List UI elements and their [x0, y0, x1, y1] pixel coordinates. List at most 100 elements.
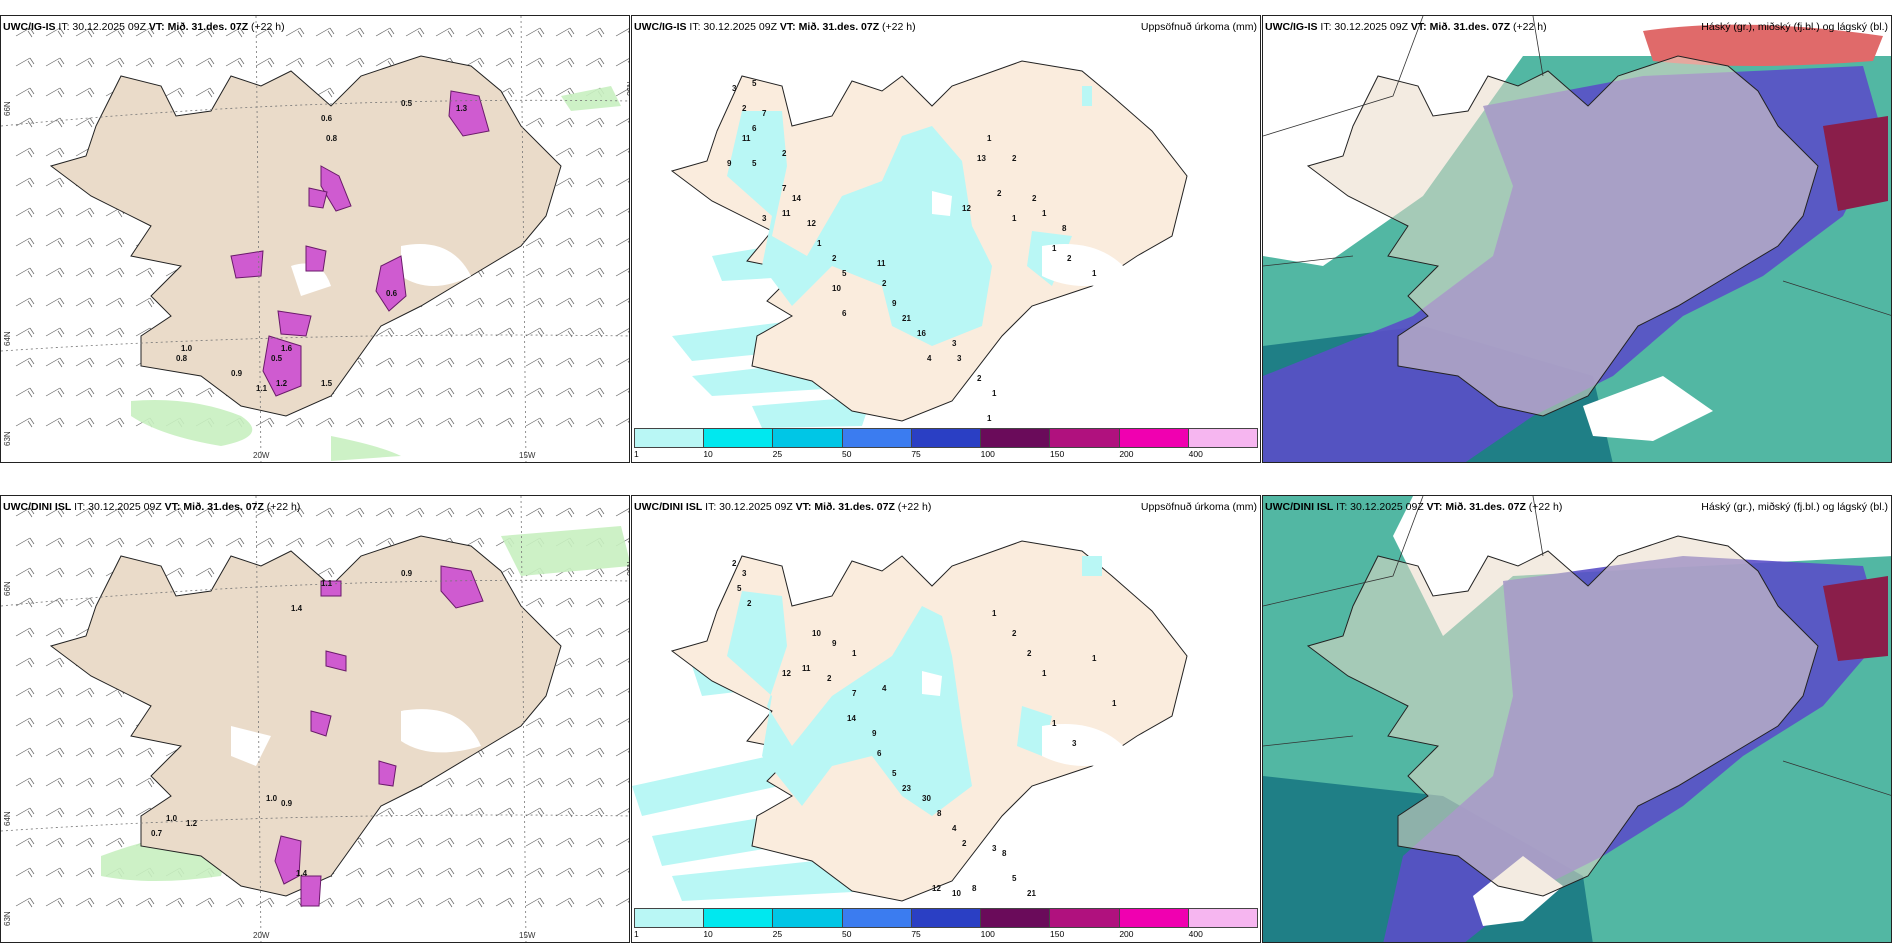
precip-colorbar: 1 10 25 50 75 100 150 200 400: [634, 908, 1258, 940]
label-66n: 66N: [3, 101, 12, 116]
gridlines: [1263, 496, 1891, 796]
wind-barb: [75, 327, 95, 338]
wind-barb: [525, 717, 545, 728]
wind-barb: [615, 238, 629, 247]
wind-barb: [75, 357, 95, 368]
wind-barb: [585, 117, 605, 128]
colorbar-swatch: [981, 429, 1051, 447]
wind-barb: [45, 597, 65, 608]
wind-barb: [615, 778, 629, 787]
wind-barb: [15, 87, 35, 98]
wind-barb: [45, 57, 65, 68]
gridlines: [1263, 16, 1891, 316]
wind-barb: [585, 627, 605, 638]
wind-barb: [255, 417, 275, 428]
value-label: 21: [902, 314, 911, 323]
wind-barb: [615, 808, 629, 817]
panel-title: UWC/IG-IS IT: 30.12.2025 09Z VT: Mið. 31…: [1265, 21, 1547, 33]
colorbar-tick: 10: [703, 929, 713, 939]
wind-barb: [405, 327, 425, 338]
wind-barb: [555, 687, 575, 698]
wind-barb: [45, 747, 65, 758]
value-label: 14: [847, 714, 856, 723]
wind-barb: [75, 747, 95, 758]
colorbar-swatch: [1050, 909, 1120, 927]
wind-barb: [75, 507, 95, 518]
wind-barb: [345, 387, 365, 398]
wind-barb: [585, 387, 605, 398]
value-label: 3: [742, 569, 747, 578]
panel-subtitle: Uppsöfnuð úrkoma (mm): [1140, 21, 1257, 33]
wind-barb: [45, 777, 65, 788]
wind-barb: [525, 87, 545, 98]
wind-barb: [15, 837, 35, 848]
wind-barb: [45, 897, 65, 908]
wind-barb: [525, 777, 545, 788]
value-label: 0.5: [271, 354, 283, 363]
wind-barb: [585, 267, 605, 278]
value-label: 10: [952, 889, 961, 898]
value-label: 4: [927, 354, 932, 363]
value-label: 1.0: [266, 794, 278, 803]
colorbar-tick: 75: [911, 929, 921, 939]
wind-barb: [465, 897, 485, 908]
value-label: 5: [842, 269, 847, 278]
wind-barb: [615, 628, 629, 637]
colorbar-ticks: 1 10 25 50 75 100 150 200 400: [634, 448, 1258, 460]
wind-barb: [345, 507, 365, 518]
wind-barb: [165, 27, 185, 38]
wind-barb: [195, 87, 215, 98]
wind-barb: [75, 237, 95, 248]
wind-barb: [285, 417, 305, 428]
wind-barb: [585, 777, 605, 788]
value-label: 2: [997, 189, 1002, 198]
colorbar-tick: 1: [634, 929, 639, 939]
wind-barb: [135, 777, 155, 788]
value-label: 16: [917, 329, 926, 338]
value-label: 10: [812, 629, 821, 638]
value-label: 1.4: [291, 604, 303, 613]
wind-barb: [405, 357, 425, 368]
value-label: 2: [1012, 629, 1017, 638]
value-label: 0.6: [386, 289, 398, 298]
iceland-outline: [1306, 55, 1819, 417]
wind-barb: [555, 657, 575, 668]
wind-barb: [495, 327, 515, 338]
wind-barb: [435, 387, 455, 398]
value-label: 1: [1092, 654, 1097, 663]
wind-barb: [405, 27, 425, 38]
value-label: 2: [977, 374, 982, 383]
value-label: 12: [782, 669, 791, 678]
wind-barb: [165, 897, 185, 908]
wind-barb: [585, 177, 605, 188]
wind-barb: [495, 297, 515, 308]
value-label: 1.1: [256, 384, 268, 393]
wind-barb: [465, 57, 485, 68]
wind-barb: [375, 867, 395, 878]
wind-barb: [105, 327, 125, 338]
wind-barb: [615, 508, 629, 517]
wind-barb: [435, 897, 455, 908]
value-label: 12: [932, 884, 941, 893]
value-label: 1: [987, 134, 992, 143]
wind-barb: [105, 807, 125, 818]
wind-barb: [615, 718, 629, 727]
wind-barb: [345, 537, 365, 548]
wind-barb: [15, 537, 35, 548]
wind-barb: [465, 867, 485, 878]
colorbar-swatch: [1050, 429, 1120, 447]
wind-barb: [435, 807, 455, 818]
wind-barb: [585, 507, 605, 518]
map-canvas: 2352109112112741496523308421210838521131…: [632, 540, 1188, 902]
snow-white-areas: [231, 709, 481, 766]
wind-barb: [285, 27, 305, 38]
colorbar-tick: 400: [1188, 449, 1203, 459]
wind-barb: [435, 777, 455, 788]
wind-barb: [315, 57, 335, 68]
wind-barb: [45, 147, 65, 158]
value-label: 1.3: [456, 104, 468, 113]
wind-barb: [405, 387, 425, 398]
wind-barb: [165, 87, 185, 98]
wind-barb: [15, 717, 35, 728]
wind-barb: [495, 747, 515, 758]
